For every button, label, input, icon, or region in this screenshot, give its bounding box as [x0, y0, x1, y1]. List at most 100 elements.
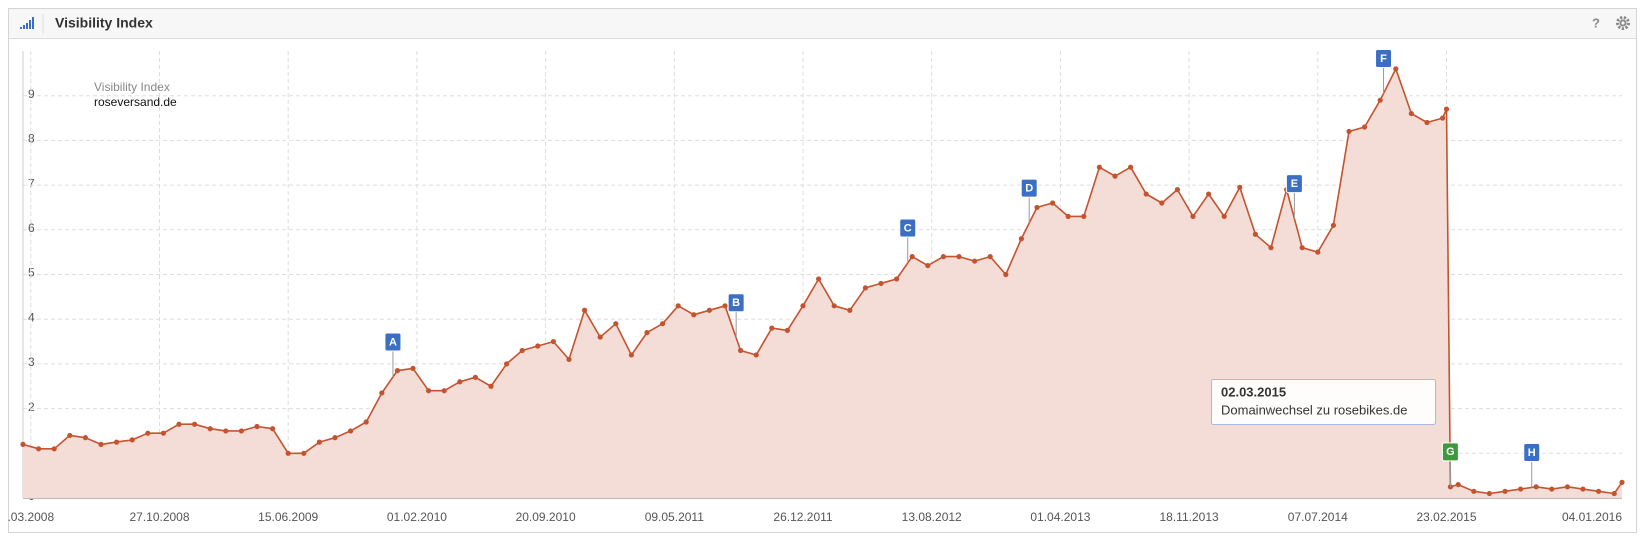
- data-point: [550, 338, 557, 345]
- event-label: C: [904, 222, 912, 234]
- data-point: [223, 428, 229, 434]
- data-point: [878, 280, 884, 287]
- data-point: [862, 285, 869, 291]
- tooltip-title: 02.03.2015: [1221, 384, 1286, 399]
- data-point: [363, 419, 369, 425]
- data-point: [972, 258, 978, 264]
- data-point: [1580, 486, 1586, 492]
- event-label: H: [1528, 447, 1536, 459]
- data-point: [207, 426, 213, 432]
- data-point: [1206, 191, 1212, 197]
- data-point: [160, 430, 166, 436]
- data-point: [1174, 186, 1180, 193]
- data-point: [519, 347, 525, 354]
- data-point: [238, 428, 244, 434]
- event-label: F: [1380, 53, 1387, 65]
- data-point: [316, 439, 322, 445]
- data-point: [1533, 484, 1539, 490]
- data-point: [660, 321, 666, 327]
- data-point: [1112, 173, 1118, 179]
- x-tick-label: 13.08.2012: [902, 510, 962, 524]
- event-marker: [899, 218, 917, 238]
- tooltip: 02.03.2015 Domainwechsel zu rosebikes.de: [1211, 379, 1436, 425]
- legend-title: Visibility Index: [94, 80, 170, 94]
- event-label: A: [389, 336, 397, 348]
- x-tick-label: 01.02.2010: [387, 510, 447, 524]
- data-point: [1003, 271, 1009, 278]
- data-point: [1065, 213, 1071, 219]
- data-point: [254, 423, 260, 430]
- data-point: [1096, 164, 1102, 170]
- data-point: [1315, 249, 1321, 255]
- data-point: [1502, 488, 1508, 494]
- data-point: [1081, 213, 1087, 219]
- data-point: [472, 374, 478, 380]
- data-point: [691, 312, 697, 318]
- tooltip-box: [1211, 379, 1436, 425]
- x-tick-label: 18.11.2013: [1160, 510, 1219, 524]
- data-point: [504, 361, 510, 367]
- event-marker: [384, 332, 402, 352]
- x-tick-label: 07.07.2014: [1288, 510, 1348, 524]
- x-tick-label: 04.01.2016: [1562, 510, 1622, 524]
- event-label: E: [1291, 178, 1298, 190]
- x-tick-label: 20.09.2010: [516, 510, 576, 524]
- tooltip-text: Domainwechsel zu rosebikes.de: [1221, 402, 1407, 417]
- data-point: [348, 428, 354, 434]
- data-point: [753, 352, 759, 358]
- y-tick-label: 7: [28, 176, 35, 190]
- data-point: [1393, 66, 1399, 72]
- data-point: [1330, 222, 1336, 228]
- data-point: [36, 446, 42, 452]
- data-point: [722, 303, 728, 309]
- data-point: [675, 303, 681, 309]
- data-point: [488, 383, 494, 389]
- x-tick-label: 09.05.2011: [645, 510, 704, 524]
- data-point: [82, 435, 88, 441]
- help-button[interactable]: ?: [1592, 15, 1600, 30]
- data-point: [145, 430, 151, 436]
- y-tick-label: 2: [28, 400, 35, 414]
- data-point: [613, 321, 619, 327]
- data-point: [176, 421, 182, 427]
- data-point: [379, 390, 385, 396]
- data-point: [1455, 481, 1461, 488]
- data-point: [831, 303, 837, 309]
- data-point: [1408, 110, 1414, 117]
- data-point: [1443, 106, 1450, 112]
- series-line: [22, 68, 1623, 495]
- data-point: [1362, 124, 1368, 130]
- data-point: [535, 343, 541, 349]
- event-marker: [1523, 442, 1541, 462]
- panel-header: [9, 9, 1636, 38]
- data-point: [1237, 184, 1243, 190]
- data-point: [1299, 245, 1305, 251]
- settings-button[interactable]: [1616, 16, 1630, 30]
- data-point: [628, 352, 635, 358]
- data-point: [1143, 191, 1149, 197]
- data-point: [1424, 119, 1430, 126]
- y-tick-label: 9: [28, 87, 35, 101]
- data-point: [644, 330, 650, 336]
- data-point: [940, 254, 947, 260]
- event-marker: [1375, 48, 1393, 68]
- event-marker: [1441, 442, 1459, 462]
- data-point: [192, 421, 198, 427]
- data-point: [597, 334, 603, 340]
- data-point: [847, 307, 853, 313]
- data-point: [1252, 231, 1258, 237]
- event-label: D: [1025, 183, 1033, 195]
- data-point: [1377, 97, 1383, 103]
- data-point: [441, 388, 447, 394]
- data-point: [1611, 490, 1617, 497]
- x-tick-label: 26.12.2011: [773, 510, 832, 524]
- data-point: [1486, 490, 1492, 497]
- data-point: [956, 254, 962, 260]
- data-point: [67, 432, 73, 439]
- y-tick-label: 3: [28, 355, 35, 369]
- data-point: [1619, 479, 1625, 485]
- x-tick-label: 23.02.2015: [1416, 510, 1476, 524]
- data-point: [1596, 488, 1602, 494]
